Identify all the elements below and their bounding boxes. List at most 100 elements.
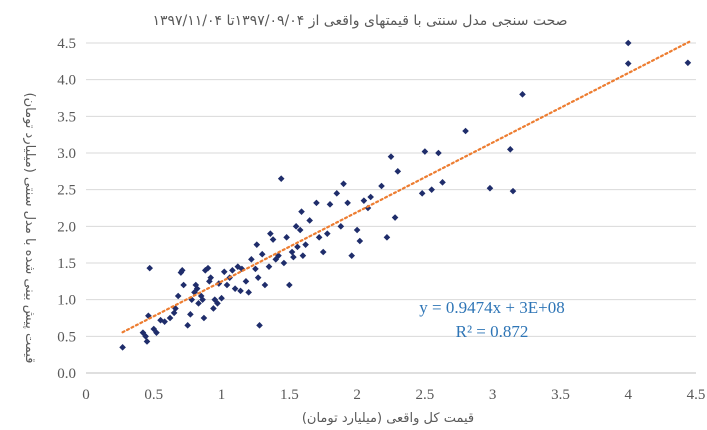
data-point xyxy=(428,186,435,193)
data-point xyxy=(269,236,277,243)
x-tick-label: 0.5 xyxy=(144,387,163,403)
data-point xyxy=(387,153,395,160)
data-point xyxy=(178,267,186,274)
x-tick-label: 0 xyxy=(82,387,90,403)
data-point xyxy=(252,265,259,273)
data-point xyxy=(509,187,517,195)
data-point xyxy=(210,305,217,312)
y-tick-label: 3.5 xyxy=(57,109,76,125)
y-tick-label: 4.5 xyxy=(57,36,76,52)
data-point xyxy=(356,237,364,245)
data-point xyxy=(275,252,282,259)
data-point xyxy=(193,285,201,292)
data-point xyxy=(256,322,263,329)
data-point xyxy=(624,60,632,67)
data-point xyxy=(383,234,391,241)
data-point xyxy=(172,305,179,312)
trendline-equation: y = 0.9474x + 3E+08 xyxy=(419,298,564,317)
data-point xyxy=(211,296,219,303)
y-tick-label: 4.0 xyxy=(57,73,76,89)
data-point xyxy=(290,253,297,261)
data-point xyxy=(319,248,327,256)
data-point xyxy=(323,230,331,237)
data-point xyxy=(142,333,149,340)
data-point xyxy=(174,292,182,300)
x-tick-label: 2.5 xyxy=(416,387,435,403)
data-point xyxy=(166,314,174,322)
data-point xyxy=(421,148,429,155)
data-point xyxy=(313,199,320,207)
data-point xyxy=(157,316,164,324)
data-point xyxy=(146,264,154,272)
x-tick-label: 3 xyxy=(489,387,497,403)
data-point xyxy=(150,325,158,333)
y-tick-label: 0.5 xyxy=(57,329,76,345)
data-point xyxy=(439,179,446,186)
x-tick-label: 3.5 xyxy=(551,387,570,403)
data-point xyxy=(195,300,202,307)
y-axis-title: قیمت پیش بینی شده با مدل سنتی (میلیارد ت… xyxy=(22,93,37,364)
data-point xyxy=(229,267,236,274)
data-point xyxy=(333,190,341,197)
data-point xyxy=(337,223,345,230)
data-point xyxy=(214,300,221,307)
data-point xyxy=(486,184,494,192)
data-point xyxy=(248,256,255,263)
data-point xyxy=(200,314,208,322)
x-tick-label: 1 xyxy=(218,387,226,403)
x-axis-title: قیمت کل واقعی (میلیارد تومان) xyxy=(302,411,474,426)
data-point xyxy=(153,329,160,336)
data-point xyxy=(367,193,374,201)
data-point xyxy=(207,274,215,281)
data-point xyxy=(326,201,334,208)
data-point xyxy=(394,168,402,175)
data-point xyxy=(253,241,261,248)
data-point xyxy=(286,281,293,289)
data-point xyxy=(294,243,301,251)
data-point xyxy=(206,278,213,285)
x-tick-label: 2 xyxy=(353,387,361,403)
data-point xyxy=(462,127,469,135)
y-tick-label: 0.0 xyxy=(57,366,76,382)
data-point xyxy=(119,344,126,351)
data-point xyxy=(378,182,385,190)
y-tick-label: 3.0 xyxy=(57,146,76,162)
data-points xyxy=(119,39,692,351)
data-point xyxy=(302,241,309,248)
x-tick-label: 4.5 xyxy=(687,387,706,403)
data-point xyxy=(315,234,323,241)
data-point xyxy=(288,248,296,256)
data-point xyxy=(245,289,252,296)
data-point xyxy=(242,278,250,285)
data-point xyxy=(254,274,262,281)
y-tick-label: 2.0 xyxy=(57,219,76,235)
data-point xyxy=(201,267,209,274)
x-tick-label: 1.5 xyxy=(280,387,299,403)
data-point xyxy=(231,285,239,292)
data-point xyxy=(237,287,244,295)
data-point xyxy=(192,281,200,289)
data-point xyxy=(391,214,399,221)
data-point xyxy=(360,197,368,204)
data-point xyxy=(435,149,442,157)
data-point xyxy=(187,311,194,318)
data-point xyxy=(296,226,304,234)
data-point xyxy=(299,252,307,259)
x-axis-ticks: 0 0.5 1 1.5 2 2.5 3 3.5 4 4.5 xyxy=(82,387,705,403)
trendline xyxy=(121,40,691,334)
data-point xyxy=(258,250,266,258)
data-point xyxy=(267,230,274,237)
data-point xyxy=(184,322,191,329)
data-point xyxy=(506,146,514,153)
data-point xyxy=(519,91,526,98)
data-point xyxy=(161,318,168,325)
data-point xyxy=(348,252,355,259)
data-point xyxy=(624,39,632,47)
data-point xyxy=(272,256,280,263)
data-point xyxy=(223,281,231,289)
data-point xyxy=(292,223,300,230)
data-point xyxy=(234,263,242,270)
data-point xyxy=(218,294,225,302)
data-point xyxy=(298,208,305,215)
